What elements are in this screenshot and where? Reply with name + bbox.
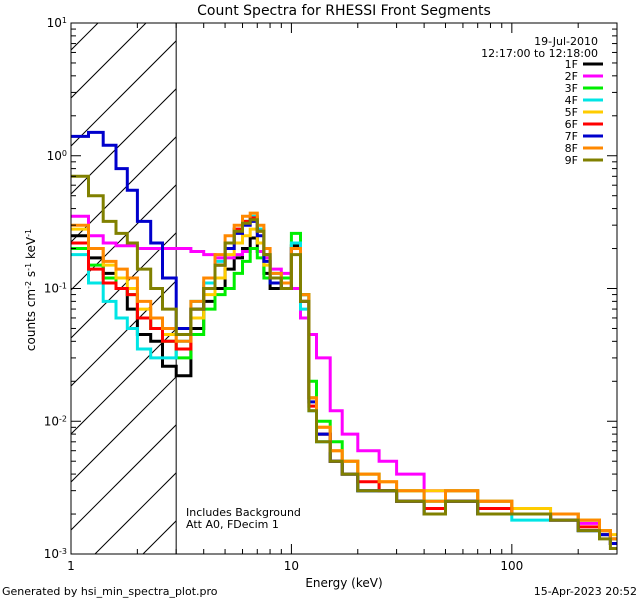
legend-label-9F: 9F bbox=[565, 154, 578, 167]
hatch-line bbox=[71, 40, 177, 147]
legend-label-1F: 1F bbox=[565, 58, 578, 71]
series-line-6F bbox=[71, 216, 617, 545]
series-line-3F bbox=[71, 231, 617, 541]
legend-label-4F: 4F bbox=[565, 94, 578, 107]
hatch-line bbox=[431, 0, 640, 554]
hatch-line bbox=[287, 0, 640, 554]
x-tick-label: 10 bbox=[284, 559, 299, 573]
hatch-line bbox=[0, 0, 119, 554]
legend-label-6F: 6F bbox=[565, 118, 578, 131]
series-line-8F bbox=[71, 211, 617, 541]
y-tick-label: 100 bbox=[47, 148, 67, 163]
legend-label-5F: 5F bbox=[565, 106, 578, 119]
y-tick-label: 10-3 bbox=[44, 547, 67, 562]
legend-label-3F: 3F bbox=[565, 82, 578, 95]
y-tick-label: 101 bbox=[47, 16, 67, 31]
note-background: Includes Background bbox=[186, 506, 301, 519]
background-hatch-region bbox=[0, 0, 640, 554]
series-line-4F bbox=[71, 214, 617, 545]
date-label: 19-Jul-2010 bbox=[534, 35, 598, 48]
footer-generated: Generated by hsi_min_spectra_plot.pro bbox=[2, 585, 218, 598]
hatch-line bbox=[335, 0, 640, 554]
chart-title: Count Spectra for RHESSI Front Segments bbox=[197, 3, 491, 19]
legend-label-7F: 7F bbox=[565, 130, 578, 143]
series-line-5F bbox=[71, 227, 617, 537]
hatch-line bbox=[71, 376, 177, 483]
note-attenuator: Att A0, FDecim 1 bbox=[186, 518, 279, 531]
x-tick-label: 100 bbox=[500, 559, 523, 573]
hatch-line bbox=[71, 232, 177, 339]
series-line-2F bbox=[71, 214, 617, 541]
hatch-line bbox=[71, 184, 177, 291]
y-tick-label: 10-2 bbox=[44, 414, 67, 429]
hatch-line bbox=[71, 280, 177, 387]
x-axis-label: Energy (keV) bbox=[305, 576, 382, 590]
time-range-label: 12:17:00 to 12:18:00 bbox=[481, 47, 598, 60]
hatch-line bbox=[71, 23, 147, 99]
y-axis-label: counts cm-2 s-1 keV-1 bbox=[24, 229, 39, 351]
x-tick-label: 1 bbox=[67, 559, 75, 573]
footer-timestamp: 15-Apr-2023 20:52 bbox=[534, 585, 637, 598]
hatch-line bbox=[71, 136, 177, 243]
series-line-7F bbox=[71, 130, 617, 545]
hatch-line bbox=[383, 0, 640, 554]
legend-label-2F: 2F bbox=[565, 70, 578, 83]
series-line-1F bbox=[71, 234, 617, 545]
series-line-9F bbox=[71, 174, 617, 550]
y-tick-label: 10-1 bbox=[44, 281, 67, 296]
legend-label-8F: 8F bbox=[565, 142, 578, 155]
hatch-line bbox=[71, 424, 177, 531]
